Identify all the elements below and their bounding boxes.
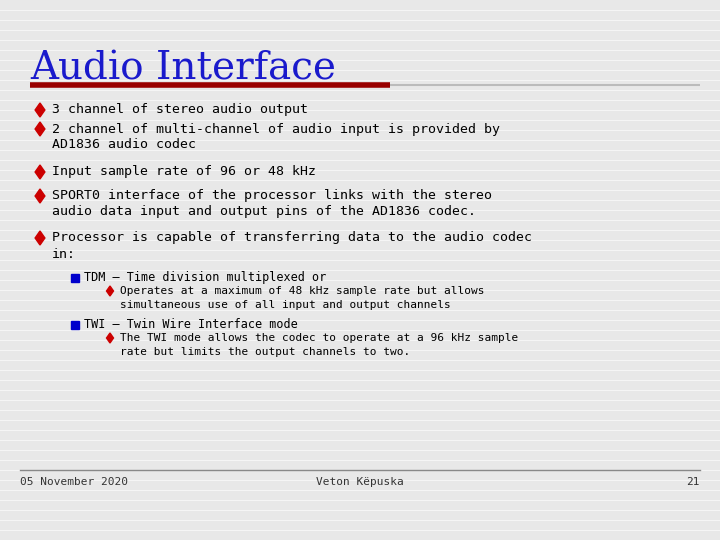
Text: 2 channel of multi-channel of audio input is provided by: 2 channel of multi-channel of audio inpu… (52, 123, 500, 136)
Polygon shape (107, 286, 114, 296)
Polygon shape (35, 231, 45, 245)
Text: TWI – Twin Wire Interface mode: TWI – Twin Wire Interface mode (84, 319, 298, 332)
Text: 3 channel of stereo audio output: 3 channel of stereo audio output (52, 104, 308, 117)
Text: 05 November 2020: 05 November 2020 (20, 477, 128, 487)
Text: SPORT0 interface of the processor links with the stereo: SPORT0 interface of the processor links … (52, 190, 492, 202)
Text: 21: 21 (686, 477, 700, 487)
Text: simultaneous use of all input and output channels: simultaneous use of all input and output… (120, 300, 451, 310)
Polygon shape (35, 103, 45, 117)
Text: rate but limits the output channels to two.: rate but limits the output channels to t… (120, 347, 410, 357)
Polygon shape (107, 333, 114, 343)
Text: Input sample rate of 96 or 48 kHz: Input sample rate of 96 or 48 kHz (52, 165, 316, 179)
Text: audio data input and output pins of the AD1836 codec.: audio data input and output pins of the … (52, 206, 476, 219)
Polygon shape (35, 122, 45, 136)
Text: Veton Këpuska: Veton Këpuska (316, 477, 404, 487)
Text: TDM – Time division multiplexed or: TDM – Time division multiplexed or (84, 272, 326, 285)
Text: Processor is capable of transferring data to the audio codec: Processor is capable of transferring dat… (52, 232, 532, 245)
Text: AD1836 audio codec: AD1836 audio codec (52, 138, 196, 152)
Bar (71, 321, 79, 329)
Text: Audio Interface: Audio Interface (30, 50, 336, 87)
Text: in:: in: (52, 247, 76, 260)
Text: Operates at a maximum of 48 kHz sample rate but allows: Operates at a maximum of 48 kHz sample r… (120, 286, 485, 296)
Polygon shape (35, 189, 45, 203)
Bar (71, 274, 79, 282)
Polygon shape (35, 165, 45, 179)
Text: The TWI mode allows the codec to operate at a 96 kHz sample: The TWI mode allows the codec to operate… (120, 333, 518, 343)
